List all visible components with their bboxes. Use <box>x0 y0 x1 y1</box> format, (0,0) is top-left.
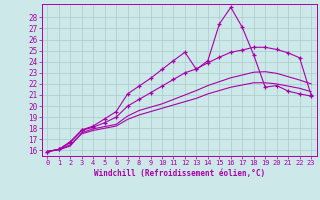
X-axis label: Windchill (Refroidissement éolien,°C): Windchill (Refroidissement éolien,°C) <box>94 169 265 178</box>
